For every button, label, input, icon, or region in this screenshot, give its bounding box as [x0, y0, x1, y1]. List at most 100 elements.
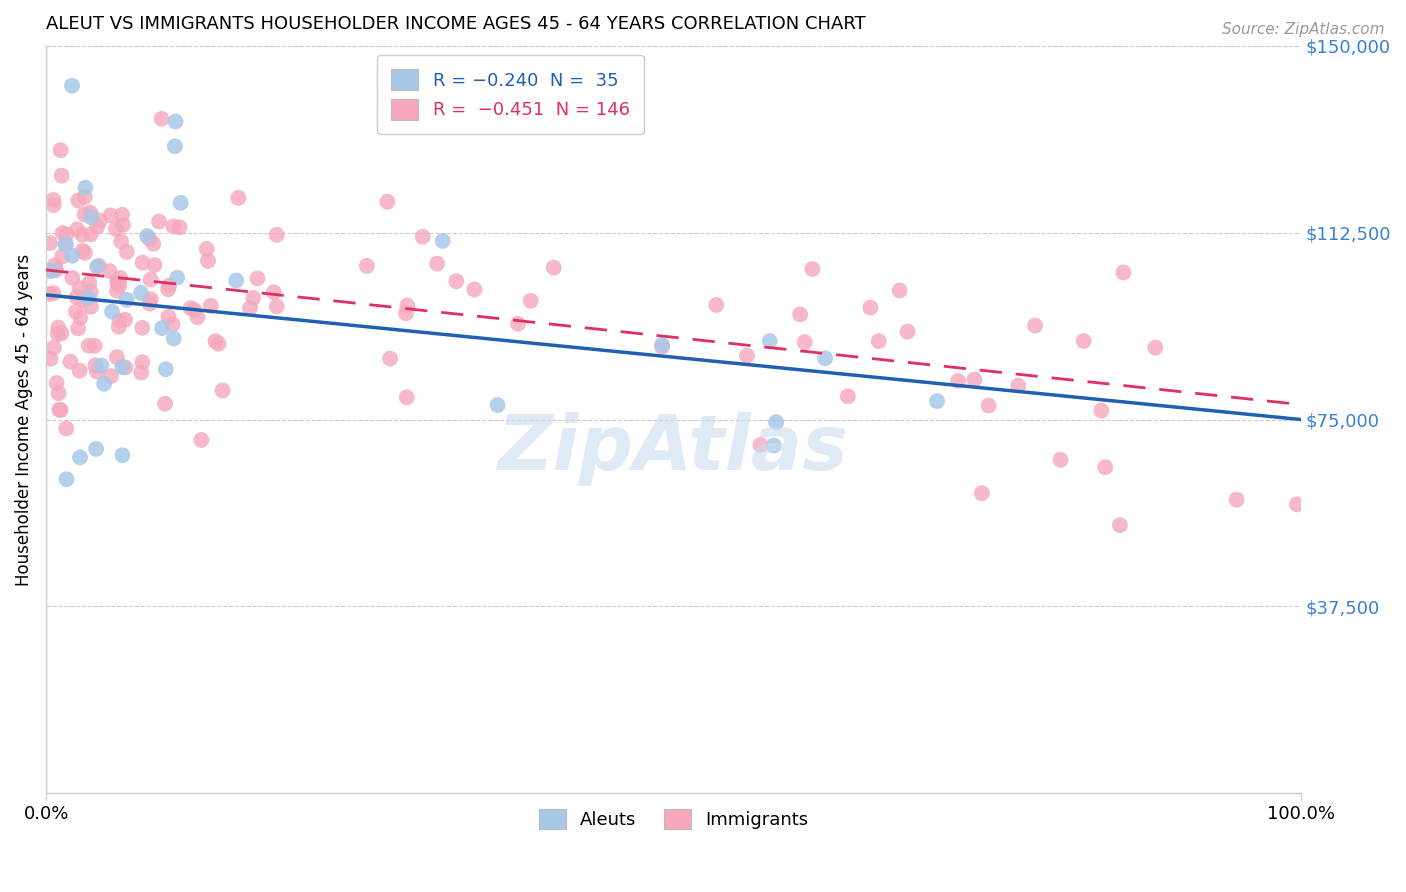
Point [432, 234, 454, 248]
Point [45, 376, 67, 390]
Point [60, 249, 83, 263]
Point [105, 274, 128, 288]
Point [107, 276, 129, 290]
Point [139, 272, 162, 286]
Point [395, 390, 418, 404]
Point [837, 389, 859, 403]
Point [39, 264, 62, 278]
Point [1049, 452, 1071, 467]
Point [169, 220, 191, 235]
Point [72, 244, 94, 258]
Point [114, 360, 136, 375]
Point [93, 376, 115, 391]
Point [77, 339, 100, 353]
Point [52, 226, 75, 240]
Text: ALEUT VS IMMIGRANTS HOUSEHOLDER INCOME AGES 45 - 64 YEARS CORRELATION CHART: ALEUT VS IMMIGRANTS HOUSEHOLDER INCOME A… [46, 15, 866, 33]
Point [762, 438, 785, 452]
Point [105, 284, 128, 298]
Point [153, 397, 176, 411]
Point [73, 207, 96, 221]
Point [84, 442, 107, 456]
Point [412, 229, 434, 244]
Point [651, 340, 673, 354]
Point [80, 285, 103, 299]
Point [51, 250, 73, 264]
Point [963, 372, 986, 386]
Point [186, 310, 208, 325]
Point [228, 191, 250, 205]
Point [101, 304, 124, 318]
Point [814, 351, 837, 366]
Point [69, 310, 91, 325]
Point [868, 334, 890, 348]
Point [197, 253, 219, 268]
Point [51, 169, 73, 183]
Point [131, 355, 153, 369]
Point [107, 319, 129, 334]
Point [758, 334, 780, 348]
Point [131, 321, 153, 335]
Point [98, 264, 121, 278]
Point [73, 190, 96, 204]
Point [60, 78, 83, 93]
Point [84, 359, 107, 373]
Point [204, 334, 226, 348]
Point [69, 450, 91, 465]
Point [162, 219, 184, 234]
Point [180, 301, 202, 315]
Point [67, 194, 90, 208]
Point [69, 281, 91, 295]
Point [1073, 334, 1095, 348]
Point [356, 259, 378, 273]
Point [1226, 492, 1249, 507]
Point [72, 293, 94, 307]
Point [65, 290, 87, 304]
Point [163, 331, 186, 345]
Point [163, 139, 186, 153]
Point [111, 208, 134, 222]
Point [1090, 403, 1112, 417]
Point [1144, 341, 1167, 355]
Point [80, 227, 103, 242]
Point [55, 237, 77, 252]
Point [946, 374, 969, 388]
Point [83, 339, 105, 353]
Point [87, 259, 110, 273]
Point [66, 222, 89, 236]
Point [148, 214, 170, 228]
Point [111, 448, 134, 462]
Text: Source: ZipAtlas.com: Source: ZipAtlas.com [1222, 22, 1385, 37]
Point [378, 351, 401, 366]
Point [801, 262, 824, 277]
Point [157, 278, 180, 293]
Point [69, 364, 91, 378]
Point [77, 291, 100, 305]
Point [46, 326, 69, 341]
Point [486, 398, 509, 412]
Point [108, 271, 131, 285]
Point [60, 271, 83, 285]
Point [200, 299, 222, 313]
Point [150, 112, 173, 126]
Point [42, 198, 65, 212]
Point [225, 273, 247, 287]
Point [80, 211, 103, 225]
Point [169, 195, 191, 210]
Point [266, 227, 288, 242]
Point [42, 341, 65, 355]
Point [73, 246, 96, 260]
Point [115, 244, 138, 259]
Point [72, 227, 94, 242]
Point [155, 362, 177, 376]
Point [859, 301, 882, 315]
Point [1109, 518, 1132, 533]
Point [543, 260, 565, 275]
Point [39, 286, 62, 301]
Point [55, 421, 77, 435]
Point [1285, 497, 1308, 511]
Point [104, 222, 127, 236]
Point [1112, 265, 1135, 279]
Point [41, 264, 63, 278]
Point [162, 318, 184, 332]
Point [55, 472, 77, 486]
